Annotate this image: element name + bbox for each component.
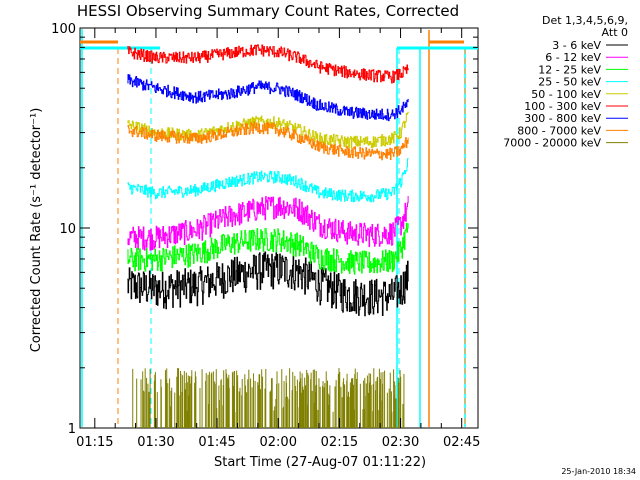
series-6-12-kev (127, 196, 409, 251)
legend-label: 800 - 7000 keV (517, 124, 601, 137)
legend-label: 25 - 50 keV (538, 76, 601, 89)
x-axis: 01:15 01:30 01:45 02:00 02:15 02:30 02:45 (76, 28, 480, 450)
series-800-7000-kev (127, 121, 409, 161)
series-3-6-kev (127, 251, 409, 317)
legend-label: 300 - 800 keV (524, 112, 601, 125)
x-tick-label: 02:30 (382, 435, 419, 450)
y-tick-label: 100 (51, 22, 76, 37)
legend-label: 100 - 300 keV (524, 100, 601, 113)
x-tick-label: 02:45 (443, 435, 480, 450)
series-100-300-kev (127, 44, 409, 84)
legend-label: 6 - 12 keV (545, 51, 601, 64)
y-tick-label: 10 (59, 222, 76, 237)
y-axis: 1 10 100 (51, 22, 478, 437)
y-tick-label: 1 (68, 422, 76, 437)
series-50-100-kev (127, 111, 409, 149)
series-layer (127, 44, 409, 428)
series-25-50-kev (127, 158, 409, 203)
x-tick-label: 01:30 (137, 435, 174, 450)
x-tick-label: 02:00 (260, 435, 297, 450)
x-tick-label: 02:15 (321, 435, 358, 450)
legend-label: 3 - 6 keV (552, 39, 601, 52)
legend-label: 50 - 100 keV (531, 88, 601, 101)
legend-label: 12 - 25 keV (538, 63, 601, 76)
footer-timestamp: 25-Jan-2010 18:34 (561, 467, 636, 476)
x-axis-label: Start Time (27-Aug-07 01:11:22) (214, 455, 426, 470)
plot-area (79, 27, 479, 429)
legend-label: 7000 - 20000 keV (503, 137, 601, 150)
series-7000-20000-kev (132, 368, 405, 428)
y-axis-label: Corrected Count Rate (s⁻¹ detector⁻¹) (29, 108, 44, 353)
series-12-25-kev (127, 222, 409, 275)
chart-title: HESSI Observing Summary Count Rates, Cor… (77, 2, 459, 20)
series-300-800-kev (127, 74, 409, 122)
x-tick-label: 01:15 (76, 435, 113, 450)
legend-header-line2: Att 0 (602, 26, 628, 39)
legend-header-line1: Det 1,3,4,5,6,9, (542, 14, 628, 27)
x-tick-label: 01:45 (198, 435, 235, 450)
orbit-markers (80, 29, 478, 427)
